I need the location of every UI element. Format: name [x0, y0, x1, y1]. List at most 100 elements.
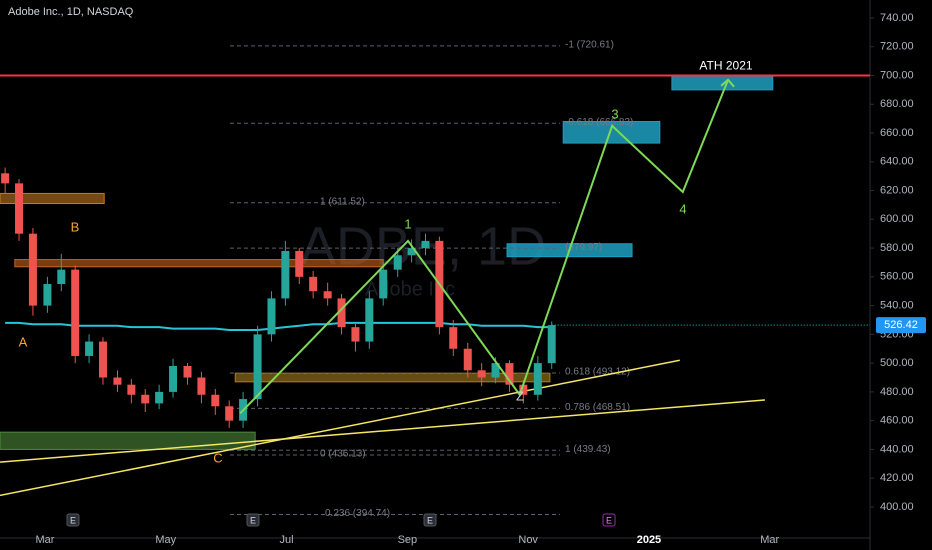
candle-body	[547, 325, 556, 364]
candle-body	[155, 391, 164, 404]
watermark-sub: Adobe Inc	[365, 278, 455, 300]
fib-label: -0.618 (666.83)	[565, 117, 633, 128]
candle-body	[379, 269, 388, 299]
wave-label: B	[71, 219, 80, 234]
candle-body	[281, 250, 290, 299]
fib-label: 1 (611.52)	[320, 196, 365, 207]
wave-label: 1	[404, 216, 411, 231]
candle-body	[98, 341, 107, 378]
zone	[671, 75, 774, 91]
x-tick-label: Mar	[36, 534, 55, 546]
fib-label: 0.786 (468.51)	[565, 402, 630, 413]
y-tick-label: 740.00	[880, 12, 914, 24]
wave-label: 3	[611, 106, 618, 121]
candle-body	[71, 269, 80, 356]
candle-body	[309, 276, 318, 292]
candle-body	[1, 173, 10, 184]
earnings-marker	[602, 513, 616, 527]
candle-body	[365, 298, 374, 342]
candle-body	[169, 366, 178, 392]
wave-label: A	[19, 334, 28, 349]
zone	[562, 121, 661, 144]
y-tick-label: 540.00	[880, 300, 914, 312]
candle-body	[351, 327, 360, 342]
candle-body	[505, 363, 514, 385]
y-tick-label: 400.00	[880, 501, 914, 513]
candle-body	[393, 255, 402, 270]
y-tick-label: 440.00	[880, 443, 914, 455]
candle-body	[421, 240, 430, 249]
earnings-label: E	[427, 515, 433, 525]
candle-body	[57, 269, 66, 285]
x-tick-label: Sep	[398, 534, 418, 546]
trendline	[0, 399, 765, 463]
earnings-marker	[246, 513, 260, 527]
candle-body	[519, 384, 528, 395]
x-tick-label: 2025	[637, 534, 661, 546]
y-tick-label: 460.00	[880, 415, 914, 427]
wave-label: C	[213, 450, 222, 465]
fib-label: -1 (720.61)	[565, 40, 614, 51]
fib-label: 1 (439.43)	[565, 444, 611, 455]
fib-label: 0 (436.13)	[320, 449, 366, 460]
y-tick-label: 700.00	[880, 69, 914, 81]
y-tick-label: 600.00	[880, 213, 914, 225]
candle-body	[15, 183, 24, 234]
y-tick-label: 580.00	[880, 242, 914, 254]
candle-body	[533, 363, 542, 395]
earnings-marker	[423, 513, 437, 527]
y-tick-label: 560.00	[880, 271, 914, 283]
candle-body	[491, 363, 500, 378]
fib-label: (579.97)	[565, 242, 602, 253]
y-tick-label: 720.00	[880, 41, 914, 53]
candle-body	[28, 233, 37, 306]
candle-body	[85, 341, 94, 356]
x-tick-label: Jul	[280, 534, 294, 546]
candle-body	[197, 377, 206, 395]
candle-body	[267, 298, 276, 335]
last-price-box	[876, 317, 926, 334]
x-tick-label: May	[155, 534, 176, 546]
arrow-head	[720, 78, 735, 88]
candle-body	[407, 248, 416, 256]
candle-body	[477, 370, 486, 378]
zone	[234, 372, 551, 383]
y-tick-label: 480.00	[880, 386, 914, 398]
ath-label: ATH 2021	[699, 59, 752, 73]
candle-body	[225, 406, 234, 421]
chart-title: Adobe Inc., 1D, NASDAQ	[8, 6, 134, 18]
candle-body	[141, 394, 150, 404]
candle-body	[113, 377, 122, 385]
wave-label: Z	[516, 388, 524, 403]
x-tick-label: Nov	[518, 534, 538, 546]
candle-body	[211, 394, 220, 407]
candle-body	[295, 250, 304, 277]
wave-label: 4	[679, 201, 686, 216]
zone	[0, 431, 256, 450]
y-tick-label: 640.00	[880, 156, 914, 168]
x-tick-label: Mar	[760, 534, 779, 546]
y-tick-label: 500.00	[880, 357, 914, 369]
earnings-label: E	[250, 515, 256, 525]
y-tick-label: 420.00	[880, 472, 914, 484]
zone	[0, 192, 105, 204]
moving-average	[5, 321, 552, 332]
candle-body	[449, 327, 458, 349]
candle-body	[127, 384, 136, 395]
candle-body	[323, 291, 332, 299]
y-tick-label: 680.00	[880, 98, 914, 110]
candle-body	[337, 298, 346, 328]
candle-body	[253, 334, 262, 400]
y-tick-label: 660.00	[880, 127, 914, 139]
candle-body	[463, 348, 472, 371]
earnings-marker	[66, 513, 80, 527]
last-price: 526.42	[884, 319, 918, 331]
zone	[14, 259, 384, 268]
fib-label: 0.618 (493.12)	[565, 367, 630, 378]
fib-label: 0.236 (394.74)	[325, 508, 390, 519]
candle-body	[183, 366, 192, 378]
candle-body	[43, 284, 52, 306]
trendline	[0, 359, 680, 497]
earnings-label: E	[606, 515, 612, 525]
